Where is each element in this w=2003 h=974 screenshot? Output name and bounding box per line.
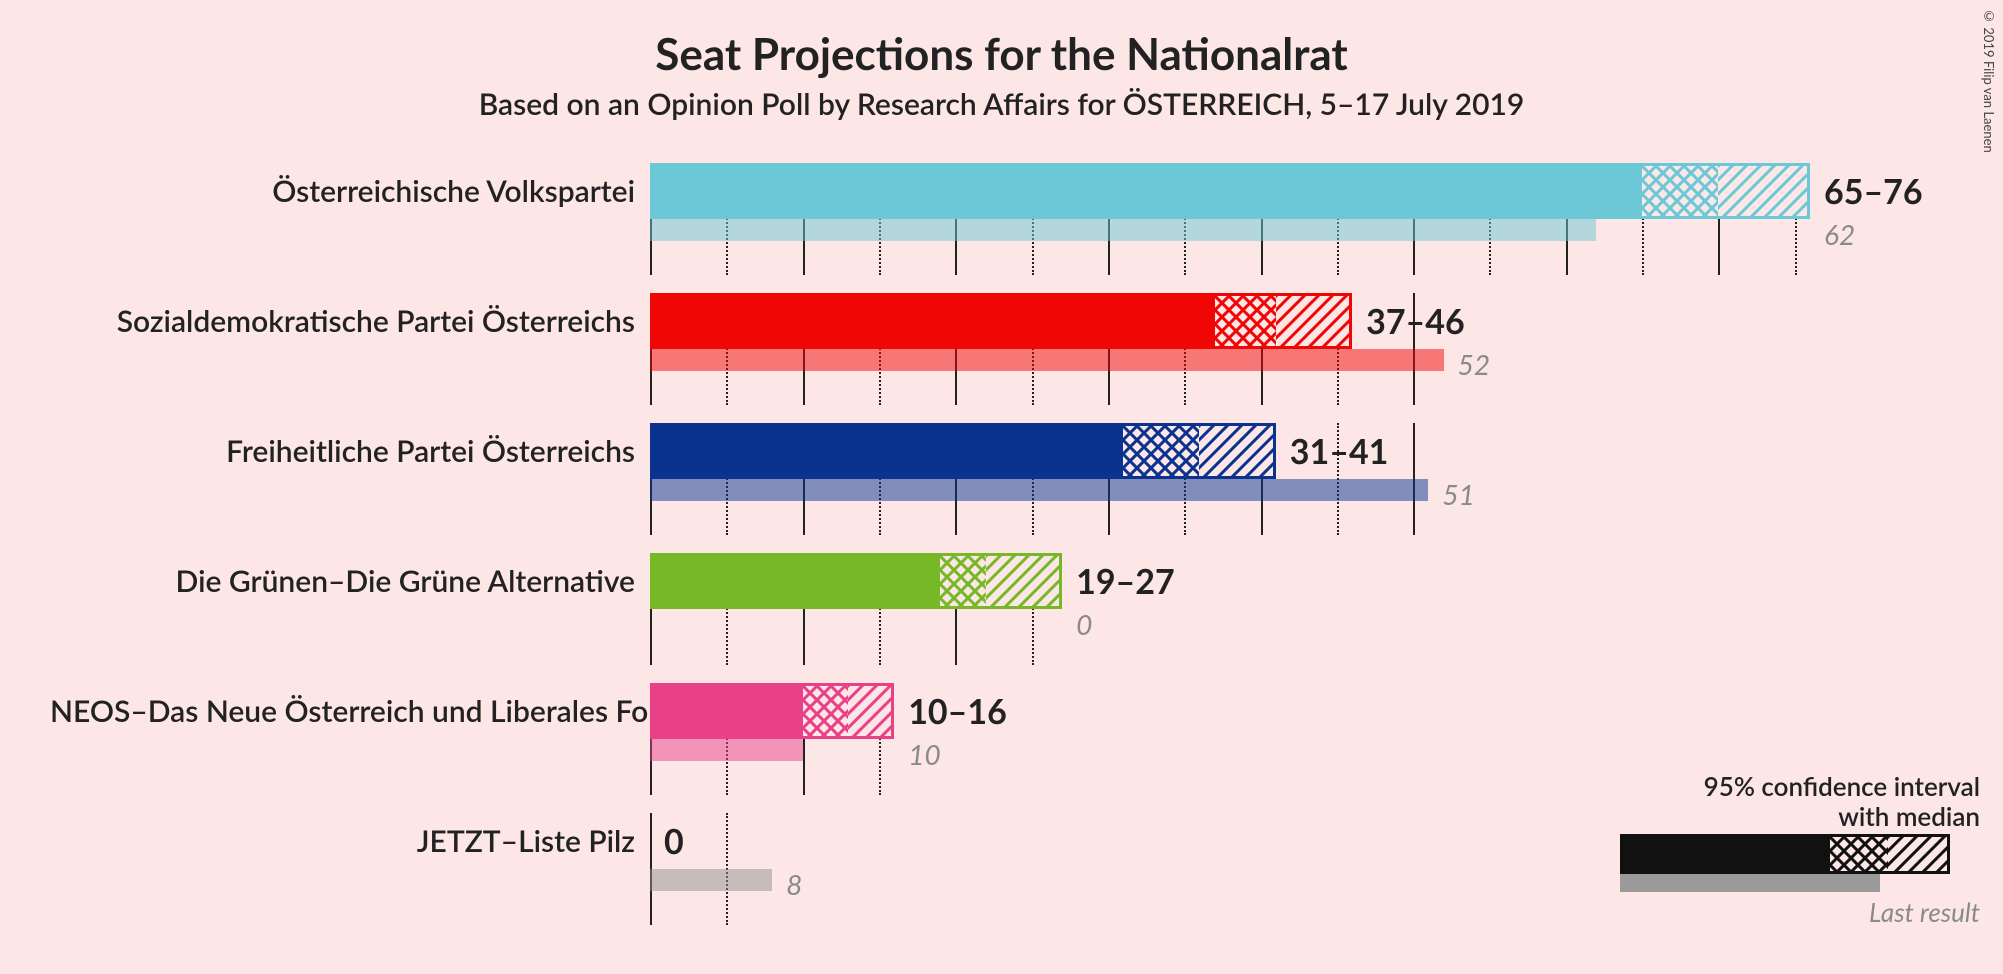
value-last: 52 xyxy=(1458,347,1490,381)
bar-ci-low xyxy=(650,293,1215,349)
value-range: 65–76 xyxy=(1824,171,1923,212)
bar-last-result xyxy=(650,479,1428,501)
bar-ci-low xyxy=(650,423,1123,479)
bar-ci-diag xyxy=(848,686,894,736)
bar-ci-diag xyxy=(1718,166,1810,216)
value-range: 19–27 xyxy=(1076,561,1175,602)
party-label: NEOS–Das Neue Österreich und Liberales F… xyxy=(50,693,635,729)
bar-ci-crosshatch xyxy=(803,686,849,736)
bar-ci-crosshatch xyxy=(940,556,986,606)
bar-ci-crosshatch xyxy=(1123,426,1199,476)
bar-last-result xyxy=(650,219,1596,241)
legend-diag xyxy=(1888,837,1950,871)
party-label: JETZT–Liste Pilz xyxy=(50,823,635,859)
bar-ci-low xyxy=(650,163,1642,219)
value-last: 8 xyxy=(786,867,802,901)
legend-bars xyxy=(1620,834,1950,894)
bar-ci-crosshatch xyxy=(1642,166,1718,216)
value-last: 10 xyxy=(908,737,940,771)
bar-ci-crosshatch xyxy=(1215,296,1276,346)
legend-sub: Last result xyxy=(1650,896,1980,928)
bar-last-result xyxy=(650,869,772,891)
value-last: 62 xyxy=(1824,217,1855,251)
bar-ci-diag xyxy=(1199,426,1275,476)
legend-bar-solid xyxy=(1620,834,1830,874)
legend-title-2: with median xyxy=(1650,800,1980,832)
bar-last-result xyxy=(650,349,1444,371)
bar-ci-low xyxy=(650,683,803,739)
party-label: Die Grünen–Die Grüne Alternative xyxy=(50,563,635,599)
party-row: Die Grünen–Die Grüne Alternative19–270 xyxy=(0,553,2003,631)
party-label: Freiheitliche Partei Österreichs xyxy=(50,433,635,469)
bar-ci-diag xyxy=(1276,296,1352,346)
party-row: Österreichische Volkspartei65–7662 xyxy=(0,163,2003,241)
party-label: Österreichische Volkspartei xyxy=(50,173,635,209)
legend: 95% confidence intervalwith median Last r… xyxy=(1620,770,1980,940)
value-last: 51 xyxy=(1442,477,1474,511)
bar-ci-diag xyxy=(986,556,1062,606)
legend-title-1: 95% confidence interval xyxy=(1650,770,1980,802)
value-range: 10–16 xyxy=(908,691,1007,732)
value-range: 37–46 xyxy=(1366,301,1465,342)
bar-last-result xyxy=(650,739,803,761)
party-row: Sozialdemokratische Partei Österreichs 37… xyxy=(0,293,2003,371)
legend-bar-last xyxy=(1620,874,1880,892)
party-label: Sozialdemokratische Partei Österreichs xyxy=(50,303,635,339)
chart-title: Seat Projections for the Nationalrat xyxy=(0,28,2003,80)
party-row: NEOS–Das Neue Österreich und Liberales F… xyxy=(0,683,2003,761)
bar-ci-low xyxy=(650,553,940,609)
party-row: Freiheitliche Partei Österreichs31–4151 xyxy=(0,423,2003,501)
value-range: 31–41 xyxy=(1290,431,1389,472)
chart-subtitle: Based on an Opinion Poll by Research Aff… xyxy=(0,86,2003,122)
value-last: 0 xyxy=(1076,607,1092,641)
legend-crosshatch xyxy=(1830,837,1888,871)
value-range: 0 xyxy=(664,821,684,862)
copyright: © 2019 Filip van Laenen xyxy=(1981,8,1997,153)
